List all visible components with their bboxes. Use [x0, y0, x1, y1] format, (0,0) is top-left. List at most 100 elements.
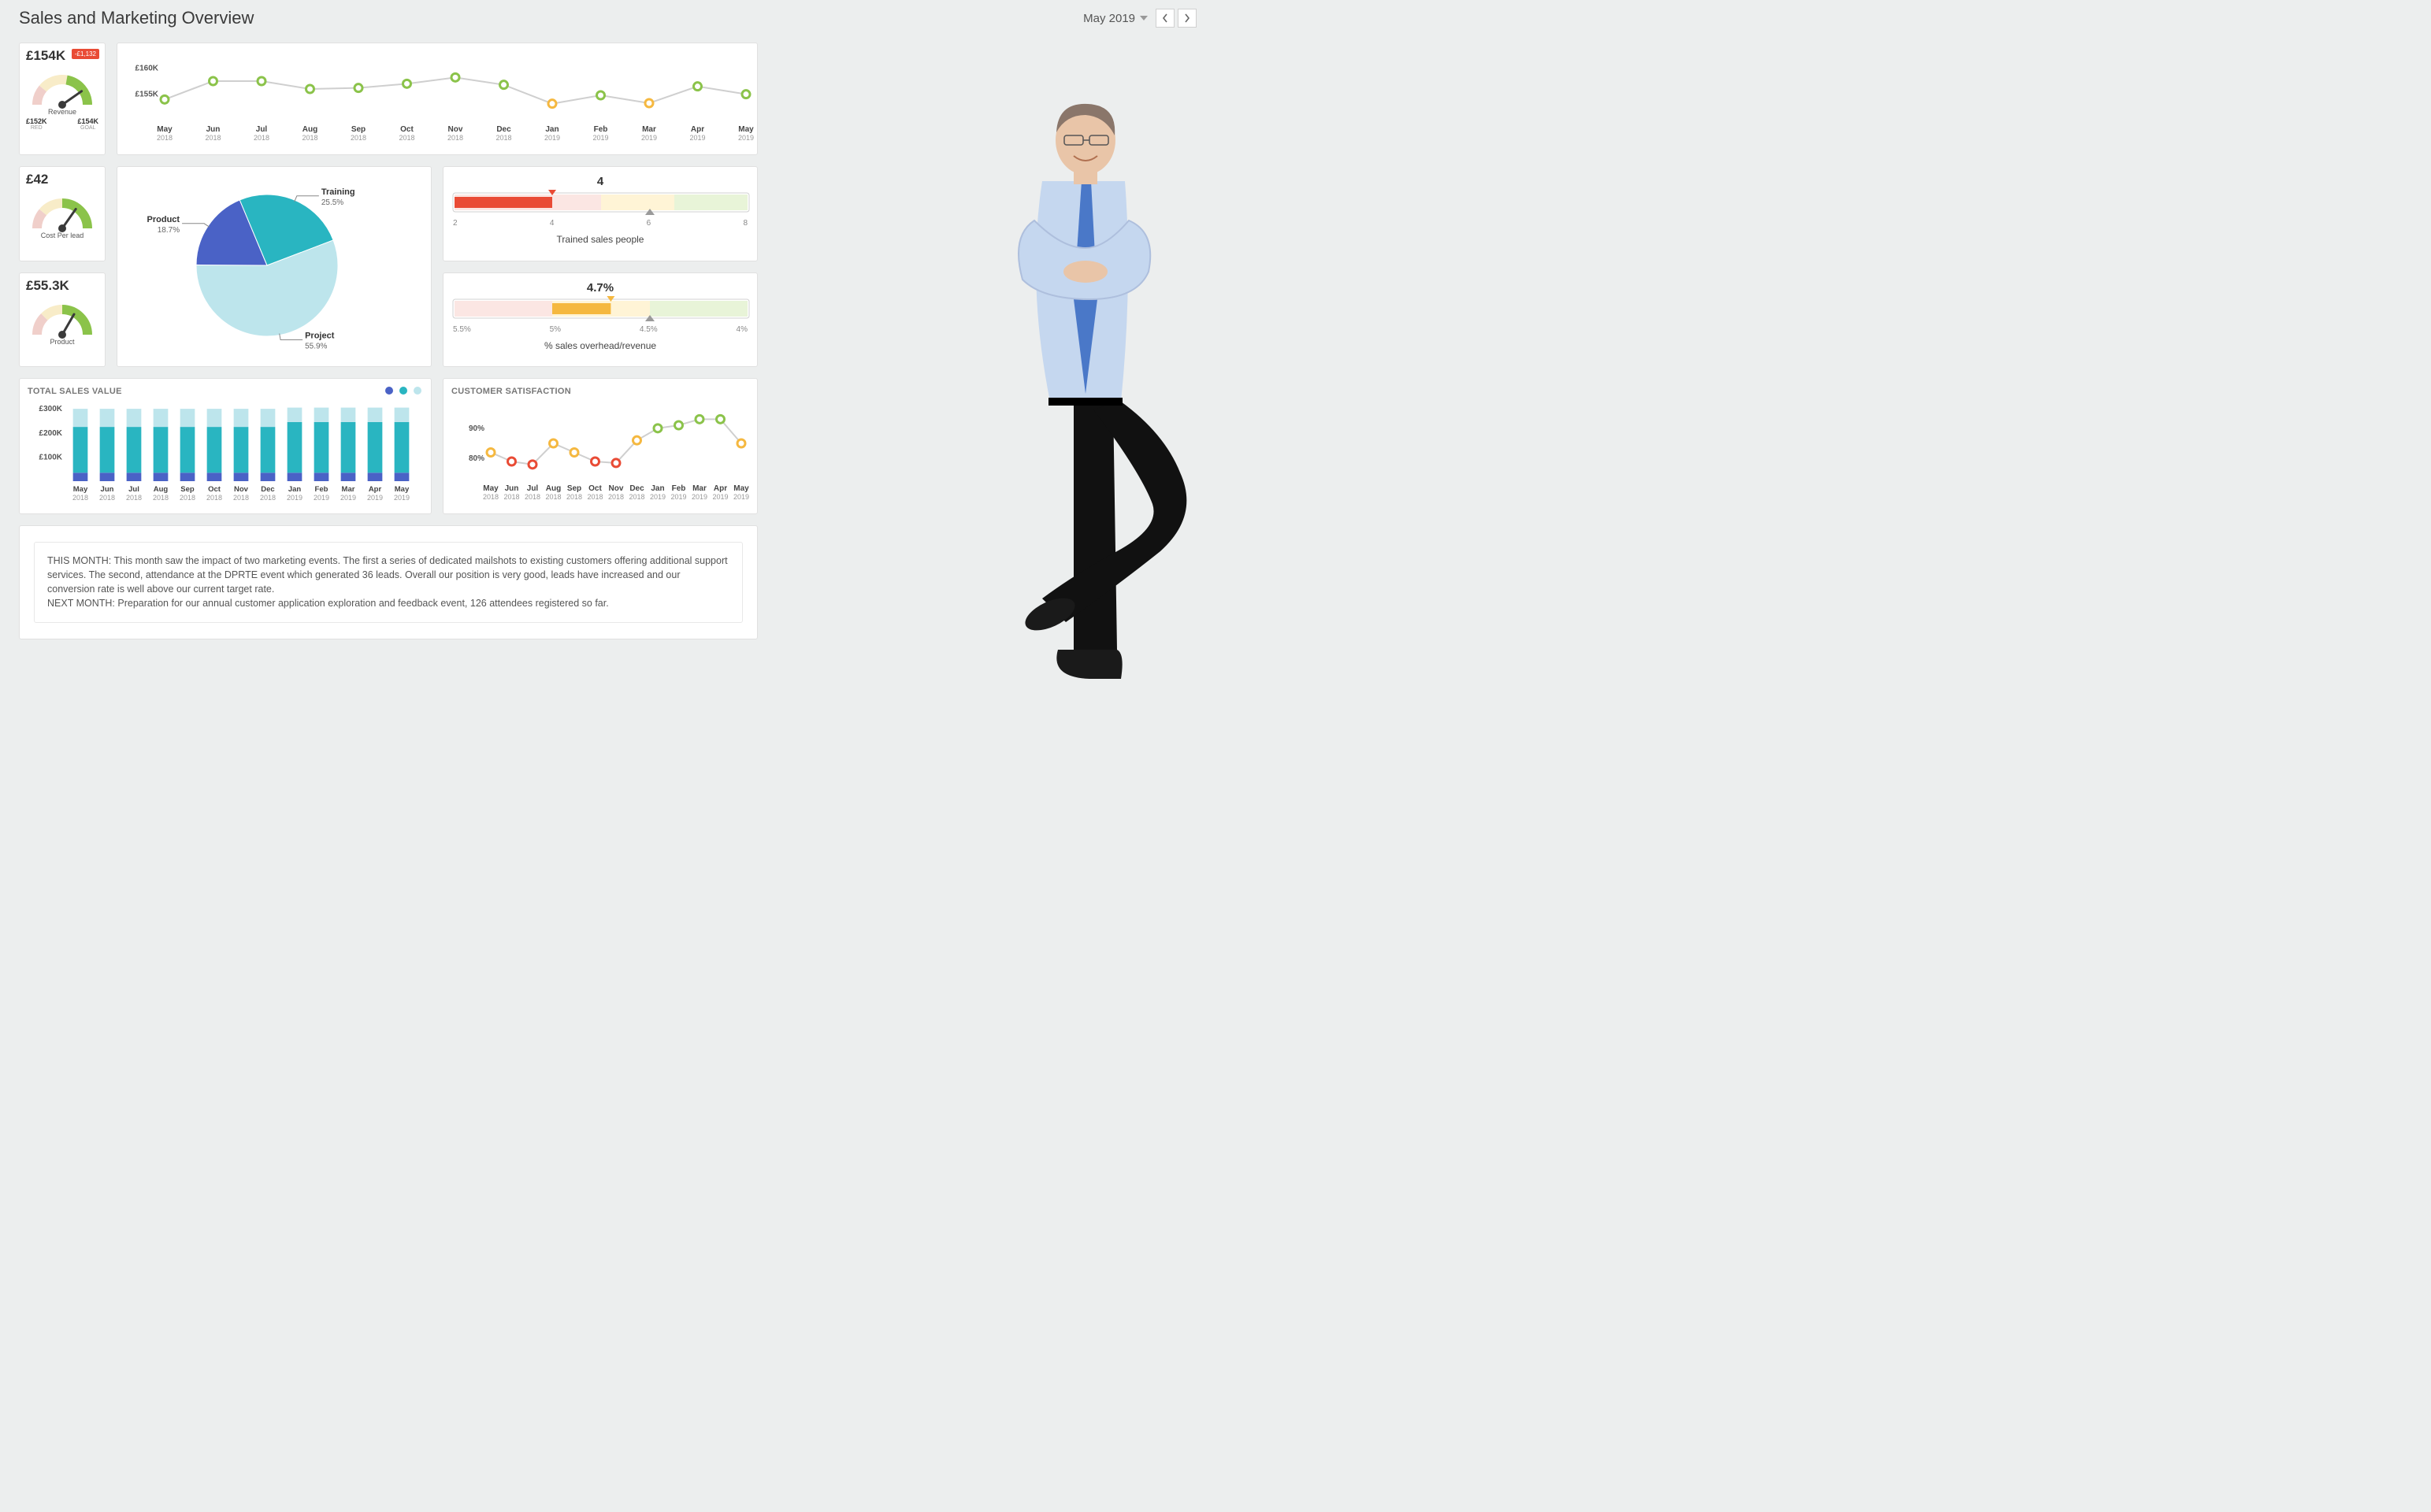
month-picker[interactable]: May 2019: [1083, 12, 1148, 25]
svg-text:£300K: £300K: [39, 405, 63, 413]
svg-text:Oct: Oct: [208, 485, 221, 494]
svg-text:2018: 2018: [260, 494, 276, 502]
svg-text:Aug: Aug: [154, 485, 169, 494]
svg-text:2018: 2018: [587, 493, 603, 501]
svg-text:Apr: Apr: [369, 485, 382, 494]
header-controls: May 2019: [1083, 9, 1197, 28]
svg-text:Jul: Jul: [527, 484, 539, 493]
svg-text:Jun: Jun: [101, 485, 114, 494]
product-gauge-card[interactable]: £55.3K Product: [19, 272, 106, 368]
notes-this-month-label: THIS MONTH:: [47, 555, 111, 566]
revenue-gauge-footer: £152KRED £154KGOAL: [26, 117, 98, 131]
svg-text:2018: 2018: [180, 494, 195, 502]
svg-text:£200K: £200K: [39, 429, 63, 438]
revenue-goal-sub: GOAL: [77, 125, 98, 131]
svg-text:2018: 2018: [205, 134, 221, 142]
svg-text:2019: 2019: [692, 493, 707, 501]
satisfaction-chart: 90%80%May2018Jun2018Jul2018Aug2018Sep201…: [451, 401, 751, 503]
prev-month-button[interactable]: [1156, 9, 1175, 28]
svg-text:Apr: Apr: [714, 484, 727, 493]
svg-text:18.7%: 18.7%: [158, 226, 180, 235]
revenue-red-value: £152K: [26, 117, 47, 125]
next-month-button[interactable]: [1178, 9, 1197, 28]
svg-text:2018: 2018: [126, 494, 142, 502]
svg-text:90%: 90%: [469, 424, 484, 433]
svg-text:2018: 2018: [302, 134, 317, 142]
revenue-trend-card[interactable]: £160K£155KMay2018Jun2018Jul2018Aug2018Se…: [117, 43, 758, 155]
svg-text:May: May: [738, 125, 754, 134]
svg-text:2018: 2018: [399, 134, 414, 142]
svg-text:Nov: Nov: [234, 485, 249, 494]
notes-this-month-text: This month saw the impact of two marketi…: [47, 555, 728, 595]
svg-text:2019: 2019: [287, 494, 302, 502]
cpl-gauge-icon: [28, 191, 96, 233]
svg-text:Dec: Dec: [261, 485, 274, 494]
svg-text:2018: 2018: [503, 493, 519, 501]
trained-bullet-value: 4: [451, 175, 749, 188]
svg-text:Jun: Jun: [505, 484, 519, 493]
chevron-down-icon: [1140, 16, 1148, 20]
svg-text:Feb: Feb: [315, 485, 328, 494]
trained-bullet-card[interactable]: 4 2468 Trained sales people: [443, 166, 758, 261]
svg-text:25.5%: 25.5%: [321, 198, 343, 207]
svg-text:2018: 2018: [233, 494, 249, 502]
satisfaction-title: CUSTOMER SATISFACTION: [451, 387, 749, 396]
total-sales-chart: £300K£200K£100KMay2018Jun2018Jul2018Aug2…: [28, 401, 420, 503]
svg-text:Oct: Oct: [400, 125, 414, 134]
svg-text:2019: 2019: [367, 494, 383, 502]
svg-text:2018: 2018: [447, 134, 463, 142]
svg-text:2018: 2018: [608, 493, 624, 501]
svg-text:Jan: Jan: [545, 125, 559, 134]
cpl-gauge-value: £42: [26, 172, 98, 187]
chevron-right-icon: [1184, 13, 1190, 23]
total-sales-card[interactable]: TOTAL SALES VALUE £300K £200K £100K May 2018…: [19, 378, 432, 514]
svg-text:Sep: Sep: [567, 484, 581, 493]
svg-text:Sep: Sep: [180, 485, 195, 494]
svg-text:May: May: [157, 125, 173, 134]
revenue-trend-chart: £160K£155KMay2018Jun2018Jul2018Aug2018Se…: [125, 51, 755, 144]
notes-this-month: THIS MONTH: This month saw the impact of…: [47, 554, 729, 596]
revenue-gauge-card[interactable]: £154K -£1,132 Revenue £152KRED £154KGOAL: [19, 43, 106, 155]
svg-text:Feb: Feb: [672, 484, 686, 493]
svg-text:£155K: £155K: [135, 91, 159, 99]
svg-text:2018: 2018: [495, 134, 511, 142]
svg-text:Jul: Jul: [256, 125, 268, 134]
overhead-bullet-card[interactable]: 4.7% 5.5%5%4.5%4% % sales overhead/reven…: [443, 272, 758, 368]
person-illustration: [956, 63, 1200, 689]
total-sales-title: TOTAL SALES VALUE: [28, 387, 423, 396]
revenue-gauge-label: Revenue: [26, 108, 98, 116]
svg-text:Apr: Apr: [691, 125, 704, 134]
trained-bullet-scale: 2468: [451, 219, 749, 228]
svg-text:Dec: Dec: [629, 484, 644, 493]
month-picker-label: May 2019: [1083, 12, 1135, 25]
svg-text:May: May: [483, 484, 499, 493]
svg-text:55.9%: 55.9%: [305, 342, 327, 350]
svg-text:2018: 2018: [99, 494, 115, 502]
svg-text:£100K: £100K: [39, 453, 63, 461]
overhead-bullet-value: 4.7%: [451, 281, 749, 295]
svg-text:Jul: Jul: [128, 485, 139, 494]
svg-text:80%: 80%: [469, 454, 484, 463]
svg-text:May: May: [733, 484, 749, 493]
cpl-gauge-card[interactable]: £42 Cost Per lead: [19, 166, 106, 261]
svg-text:Jan: Jan: [288, 485, 302, 494]
svg-text:May: May: [395, 485, 410, 494]
chevron-left-icon: [1162, 13, 1168, 23]
svg-text:2018: 2018: [157, 134, 173, 142]
svg-text:2019: 2019: [314, 494, 329, 502]
svg-text:2019: 2019: [340, 494, 356, 502]
svg-text:Dec: Dec: [496, 125, 511, 134]
overhead-bullet-scale: 5.5%5%4.5%4%: [451, 325, 749, 334]
satisfaction-card[interactable]: CUSTOMER SATISFACTION 90%80%May2018Jun20…: [443, 378, 758, 514]
svg-text:2019: 2019: [544, 134, 560, 142]
overhead-bullet-chart: [451, 295, 751, 321]
notes-card: THIS MONTH: This month saw the impact of…: [19, 525, 758, 639]
svg-text:Aug: Aug: [546, 484, 561, 493]
svg-text:Jan: Jan: [651, 484, 664, 493]
svg-text:2018: 2018: [206, 494, 222, 502]
product-gauge-icon: [28, 297, 96, 339]
svg-text:2018: 2018: [545, 493, 561, 501]
mix-pie-card[interactable]: Product18.7%Training25.5%Project55.9%: [117, 166, 432, 367]
svg-text:2018: 2018: [566, 493, 582, 501]
cpl-gauge-label: Cost Per lead: [26, 232, 98, 239]
